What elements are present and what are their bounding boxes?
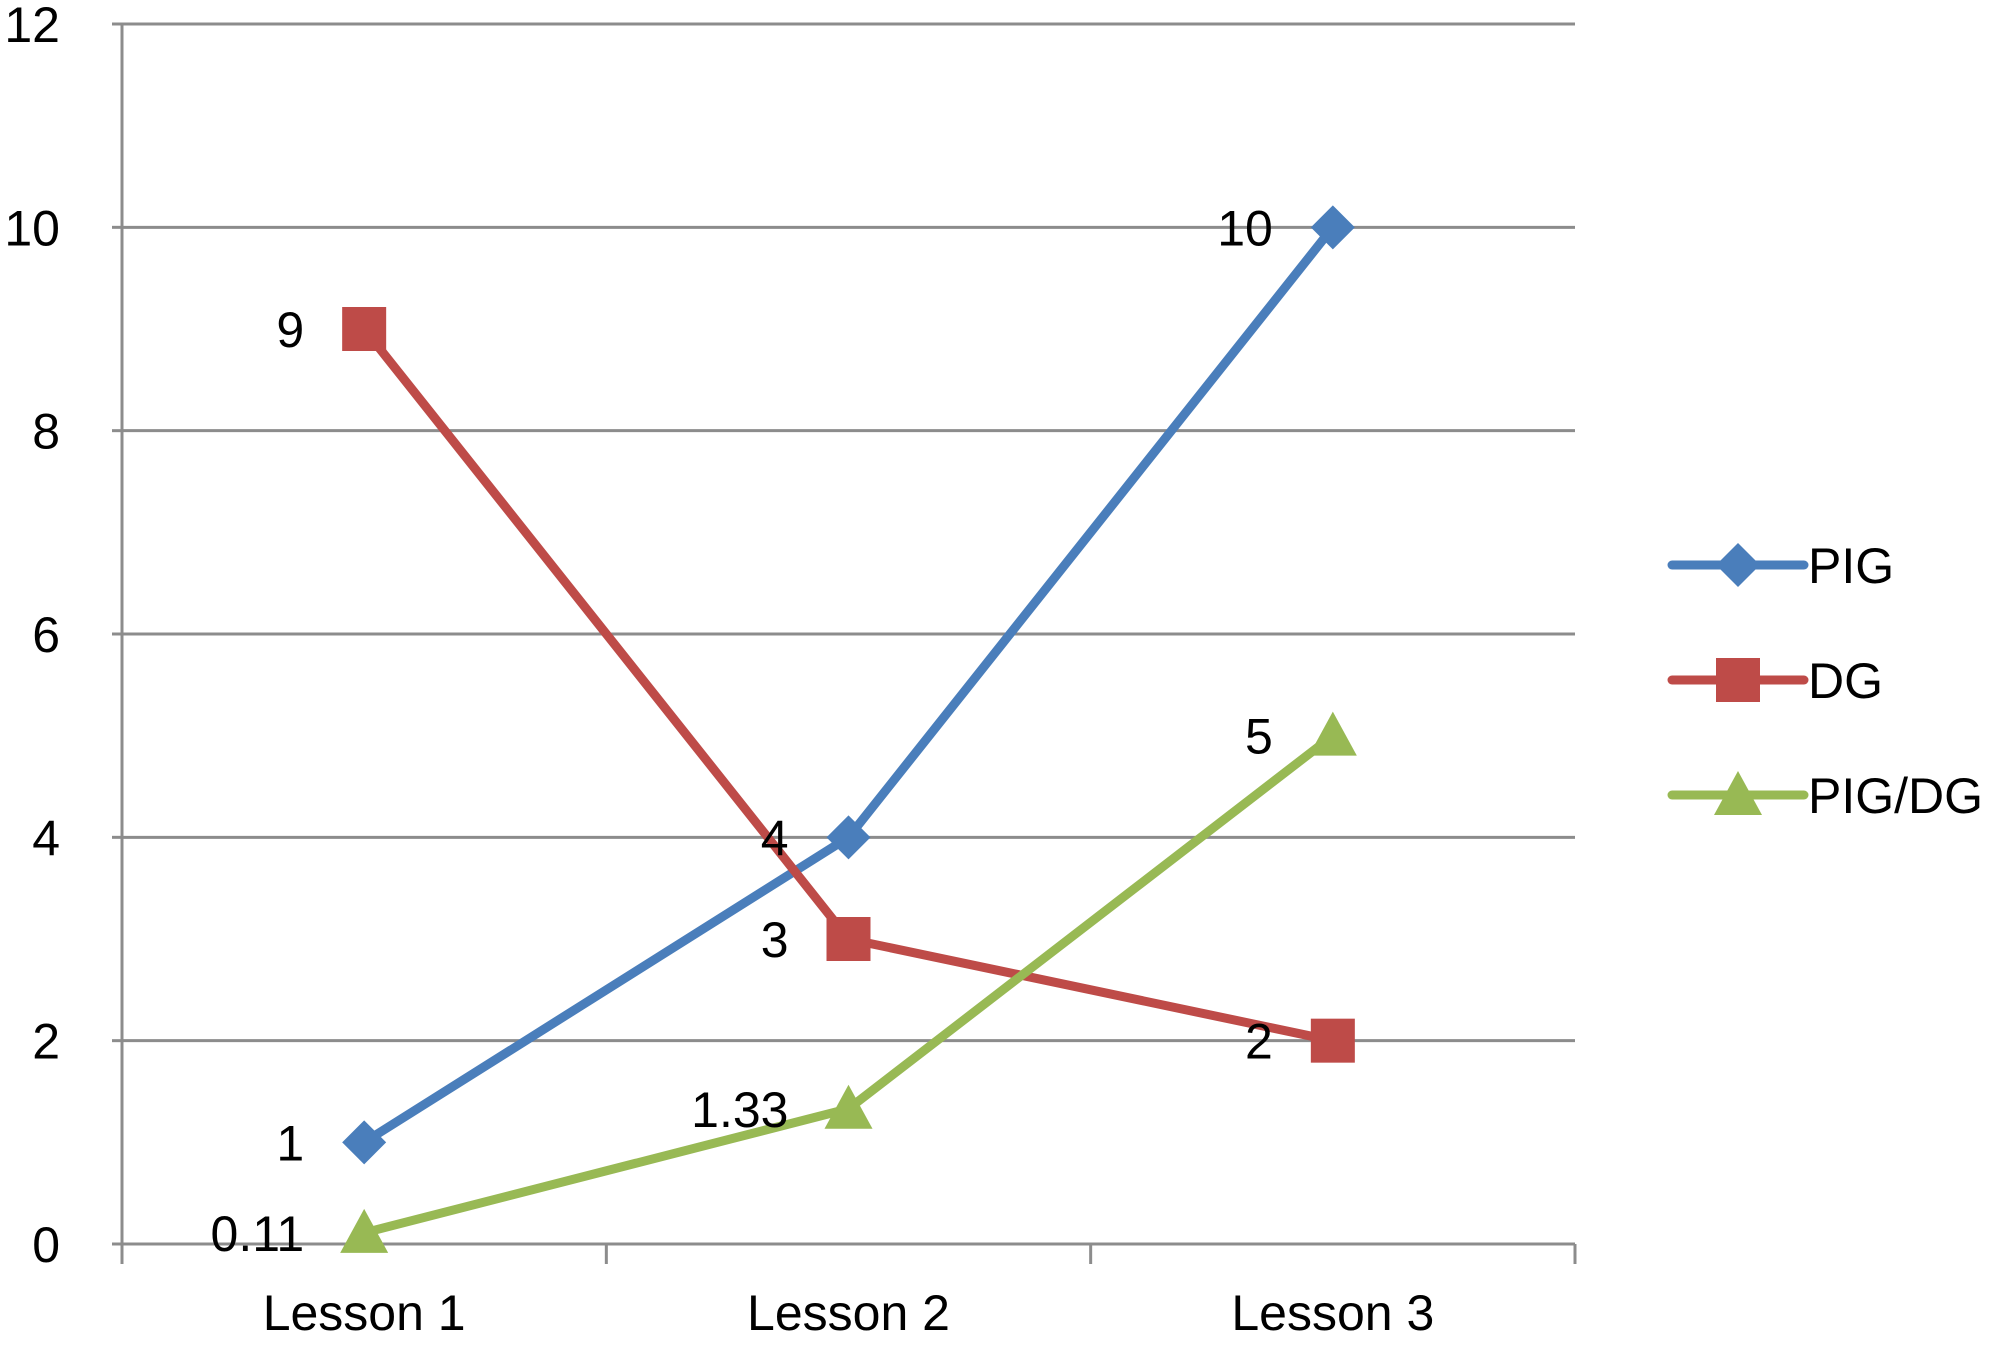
legend-swatch-marker-pig-dg: [1714, 771, 1762, 815]
x-tick-label-lesson-2: Lesson 2: [747, 1285, 950, 1341]
y-tick-label-0: 0: [32, 1217, 60, 1273]
data-label-pig-dg-lesson-2: 1.33: [691, 1082, 788, 1138]
x-tick-label-lesson-1: Lesson 1: [263, 1285, 466, 1341]
legend-item-dg: DG: [1667, 653, 1883, 709]
y-tick-label-12: 12: [4, 0, 60, 53]
legend-label-dg: DG: [1808, 653, 1883, 709]
legend-item-pig: PIG: [1667, 538, 1894, 594]
legend-label-pig-dg: PIG/DG: [1808, 768, 1983, 824]
legend: PIG DG PIG/DG: [1667, 538, 1983, 824]
legend-swatch-marker-pig: [1716, 543, 1760, 587]
point-pig-dg-lesson-3: [1308, 711, 1357, 756]
point-pig-lesson-1: [342, 1120, 387, 1165]
data-label-pig-dg-lesson-1: 0.11: [211, 1206, 305, 1262]
y-tick-label-8: 8: [32, 404, 60, 460]
gridlines: [122, 22, 1575, 1043]
legend-swatch-marker-dg: [1716, 658, 1760, 702]
series-lines: [340, 205, 1357, 1253]
y-tick-label-2: 2: [32, 1014, 60, 1070]
point-pig-lesson-3: [1310, 205, 1355, 250]
y-tick-label-6: 6: [32, 607, 60, 663]
series-line-pig-dg: [359, 731, 1338, 1238]
data-label-pig-lesson-3: 10: [1217, 200, 1273, 256]
legend-item-pig-dg: PIG/DG: [1667, 768, 1983, 824]
data-label-dg-lesson-3: 2: [1245, 1014, 1273, 1070]
data-label-pig-lesson-2: 4: [761, 810, 789, 866]
data-label-pig-lesson-1: 1: [276, 1115, 304, 1171]
data-label-dg-lesson-1: 9: [276, 302, 304, 358]
point-dg-lesson-2: [826, 917, 871, 961]
x-tick-label-lesson-3: Lesson 3: [1231, 1285, 1434, 1341]
legend-label-pig: PIG: [1808, 538, 1894, 594]
data-labels: 1 4 10 9 3 2 0.11 1.33 5: [211, 200, 1273, 1261]
point-pig-dg-lesson-1: [340, 1208, 389, 1253]
point-pig-dg-lesson-2: [824, 1084, 873, 1129]
y-tick-label-10: 10: [4, 200, 60, 256]
point-dg-lesson-3: [1310, 1018, 1355, 1063]
series-line-pig: [359, 222, 1338, 1147]
point-dg-lesson-1: [342, 307, 387, 351]
data-label-dg-lesson-2: 3: [761, 912, 789, 968]
data-label-pig-dg-lesson-3: 5: [1245, 709, 1273, 765]
point-pig-lesson-2: [826, 815, 871, 860]
y-tick-label-4: 4: [32, 810, 60, 866]
